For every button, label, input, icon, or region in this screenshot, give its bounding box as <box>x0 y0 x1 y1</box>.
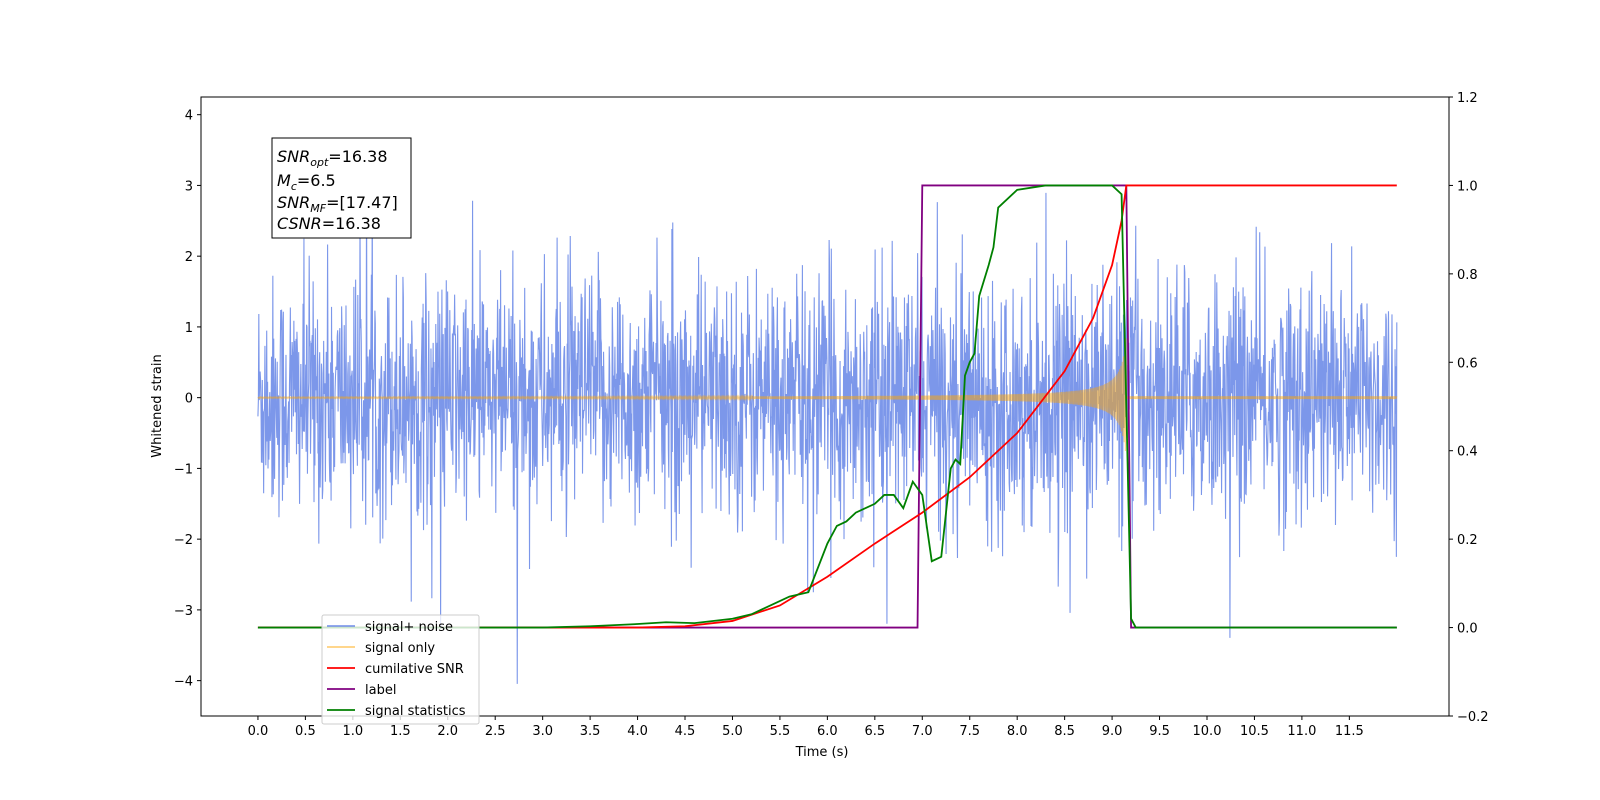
series-signal-noise <box>257 168 1398 684</box>
plot-area <box>257 168 1398 684</box>
y-right-tick-label: −0.2 <box>1457 710 1489 725</box>
series-signal-statistics <box>257 184 1397 629</box>
x-tick-label: 5.0 <box>722 724 743 739</box>
y-right-tick-label: 0.8 <box>1457 268 1478 283</box>
x-tick-label: 6.5 <box>864 724 885 739</box>
y-axis-label: Whitened strain <box>150 354 165 457</box>
y-left-tick-label: 2 <box>185 250 193 265</box>
legend-item-signal-statistics: signal statistics <box>327 704 466 719</box>
y-left-tick-label: −2 <box>174 533 193 548</box>
legend-label: signal+ noise <box>365 620 453 635</box>
stats-chirp-mass-sub: c <box>291 180 297 193</box>
legend-item-signal-only: signal only <box>327 641 435 656</box>
axes-frame <box>200 96 1450 717</box>
x-tick-label: 2.5 <box>485 724 506 739</box>
y-right-tick-label: 0.4 <box>1457 445 1478 460</box>
x-tick-label: 11.5 <box>1335 724 1364 739</box>
x-tick-label: 4.5 <box>675 724 696 739</box>
y-left-tick-label: 4 <box>185 109 193 124</box>
stats-snr-mf-base: SNR <box>277 193 310 212</box>
y-right-tick-label: 1.0 <box>1457 179 1478 194</box>
x-tick-label: 11.0 <box>1287 724 1316 739</box>
x-tick-label: 9.0 <box>1102 724 1123 739</box>
y-axis-right: 1.2 1.0 0.8 0.6 0.4 0.2 0.0 −0.2 <box>1449 91 1489 725</box>
x-tick-label: 1.5 <box>390 724 411 739</box>
legend-item-cumulative-snr: cumilative SNR <box>327 662 464 677</box>
x-tick-label: 2.0 <box>437 724 458 739</box>
stats-csnr-base: CSNR <box>277 214 322 233</box>
stats-snr-opt-value: =16.38 <box>328 147 387 166</box>
x-tick-label: 0.0 <box>248 724 269 739</box>
stats-snr-mf: SNRMF=[17.47] <box>277 193 398 215</box>
stats-chirp-mass-base: M <box>277 171 291 190</box>
legend-label: signal only <box>365 641 435 656</box>
y-left-tick-label: 3 <box>185 179 193 194</box>
y-left-tick-label: −1 <box>174 462 193 477</box>
legend-label: signal statistics <box>365 704 466 719</box>
stats-csnr: CSNR=16.38 <box>277 214 381 233</box>
stats-snr-mf-sub: MF <box>310 202 326 215</box>
stats-chirp-mass: Mc=6.5 <box>277 171 336 193</box>
x-tick-label: 7.5 <box>959 724 980 739</box>
x-tick-label: 10.5 <box>1240 724 1269 739</box>
legend-label: label <box>365 683 396 698</box>
stats-snr-opt-base: SNR <box>277 147 310 166</box>
x-tick-label: 8.5 <box>1054 724 1075 739</box>
stats-snr-opt-sub: opt <box>310 156 329 169</box>
stats-snr-opt: SNRopt=16.38 <box>277 147 388 169</box>
y-right-tick-label: 0.2 <box>1457 533 1478 548</box>
y-right-tick-label: 0.6 <box>1457 356 1478 371</box>
x-axis-label: Time (s) <box>795 745 849 760</box>
series-cumulative-snr <box>257 184 1397 629</box>
y-left-tick-label: 0 <box>185 392 193 407</box>
legend: signal+ noise signal only cumilative SNR la… <box>321 614 480 725</box>
y-left-tick-label: 1 <box>185 321 193 336</box>
y-left-tick-label: −4 <box>174 675 193 690</box>
x-tick-label: 0.5 <box>295 724 316 739</box>
x-tick-label: 4.0 <box>627 724 648 739</box>
x-tick-label: 8.0 <box>1007 724 1028 739</box>
x-tick-label: 5.5 <box>770 724 791 739</box>
stats-box: SNRopt=16.38 Mc=6.5 SNRMF=[17.47] CSNR=1… <box>271 137 412 239</box>
x-tick-label: 9.5 <box>1149 724 1170 739</box>
x-tick-label: 7.0 <box>912 724 933 739</box>
y-axis-left: 4 3 2 1 0 −1 −2 −3 −4 <box>174 109 201 690</box>
y-right-tick-label: 1.2 <box>1457 91 1478 106</box>
x-tick-label: 10.0 <box>1193 724 1222 739</box>
y-left-tick-label: −3 <box>174 604 193 619</box>
legend-item-signal-noise: signal+ noise <box>327 620 453 635</box>
x-tick-label: 3.0 <box>532 724 553 739</box>
x-tick-label: 6.0 <box>817 724 838 739</box>
legend-label: cumilative SNR <box>365 662 464 677</box>
legend-frame <box>321 614 480 725</box>
legend-item-label: label <box>327 683 396 698</box>
x-tick-label: 1.0 <box>343 724 364 739</box>
x-axis: 0.0 0.5 1.0 1.5 2.0 2.5 3.0 3.5 4.0 4.5 5.0 5.5 6.0 6… <box>248 716 1364 739</box>
y-right-tick-label: 0.0 <box>1457 622 1478 637</box>
stats-csnr-value: =16.38 <box>322 214 381 233</box>
stats-box-frame <box>271 137 412 239</box>
series-signal-only <box>257 338 1398 452</box>
stats-chirp-mass-value: =6.5 <box>297 171 336 190</box>
x-tick-label: 3.5 <box>580 724 601 739</box>
stats-snr-mf-value: =[17.47] <box>326 193 398 212</box>
